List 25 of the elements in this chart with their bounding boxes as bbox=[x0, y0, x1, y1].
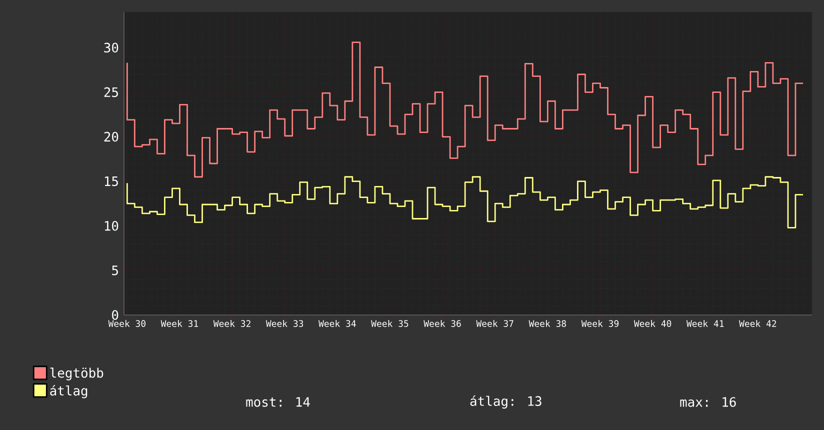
x-tick-label: Week 40 bbox=[634, 320, 672, 327]
x-tick-label: Week 37 bbox=[476, 320, 514, 327]
x-tick-label: Week 32 bbox=[213, 320, 250, 327]
x-tick-label: Week 41 bbox=[686, 320, 724, 327]
text: max: 16 bbox=[680, 397, 736, 407]
y-tick-label: 30 bbox=[104, 42, 118, 53]
legend-label: legtöbb bbox=[50, 368, 104, 380]
text: átlag: 13 bbox=[470, 395, 542, 409]
y-tick-label: 10 bbox=[104, 220, 118, 231]
y-tick-label: 15 bbox=[104, 176, 118, 186]
y-tick-label: 25 bbox=[104, 87, 118, 98]
x-tick-label: Week 42 bbox=[739, 320, 776, 327]
x-tick-label: Week 39 bbox=[581, 320, 619, 327]
x-tick-label: Week 35 bbox=[371, 320, 408, 327]
x-tick-label: Week 36 bbox=[424, 320, 461, 327]
y-tick-label: 5 bbox=[112, 266, 118, 276]
legend-label: átlag bbox=[50, 385, 88, 398]
x-tick-label: Week 33 bbox=[266, 320, 304, 327]
x-tick-label: Week 31 bbox=[160, 320, 198, 327]
text: most: 14 bbox=[246, 397, 310, 407]
x-tick-label: Week 34 bbox=[318, 320, 356, 327]
x-tick-label: Week 38 bbox=[528, 320, 566, 327]
y-tick-label: 20 bbox=[104, 132, 118, 142]
x-tick-label: Week 30 bbox=[108, 320, 146, 327]
y-tick-label: 0 bbox=[112, 310, 118, 320]
